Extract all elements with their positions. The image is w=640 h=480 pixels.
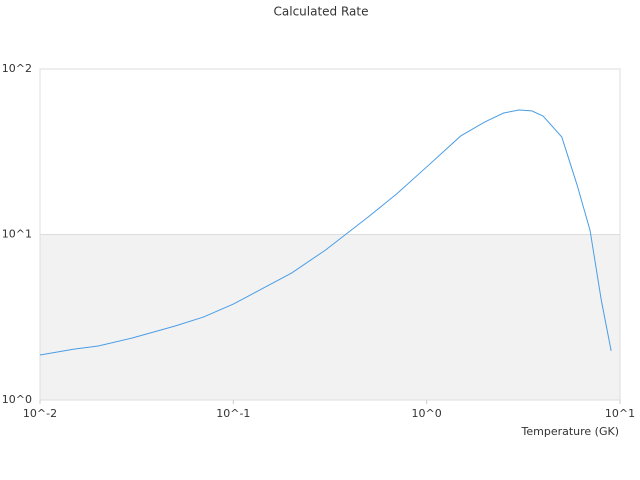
x-tick-label: 10^-2: [23, 407, 57, 420]
x-axis-label: Temperature (GK): [521, 425, 620, 438]
y-tick-label: 10^2: [2, 62, 32, 75]
data-line: [39, 109, 612, 356]
grid-band: [40, 234, 620, 400]
y-tick-label: 10^0: [2, 393, 32, 406]
x-tick-label: 10^0: [412, 407, 442, 420]
chart-title: Calculated Rate: [274, 5, 369, 19]
x-tick-label: 10^1: [605, 407, 635, 420]
y-tick-label: 10^1: [2, 228, 32, 241]
x-tick-label: 10^-1: [216, 407, 250, 420]
